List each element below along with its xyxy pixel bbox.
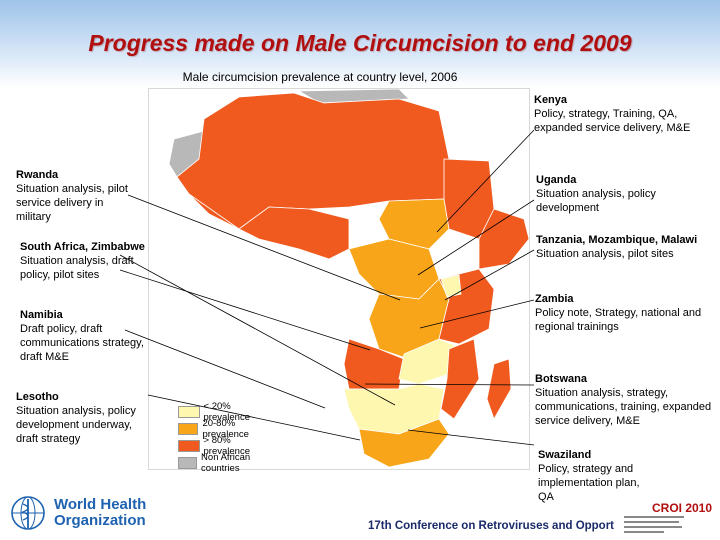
legend-swatch <box>178 422 199 435</box>
leader-line-botswana <box>364 383 535 386</box>
africa-map <box>148 88 530 470</box>
annotation-name: Zambia <box>535 293 574 305</box>
annotation-name: Rwanda <box>16 169 59 181</box>
annotation-description: Draft policy, draft communications strat… <box>20 323 144 363</box>
annotation-uganda: Uganda Situation analysis, policy develo… <box>536 173 686 215</box>
leader-line-rwanda <box>127 194 401 301</box>
north-africa <box>176 92 450 230</box>
leader-line-kenya <box>436 129 535 233</box>
annotation-name: Uganda <box>536 174 577 186</box>
mozambique <box>440 338 480 420</box>
header-band <box>0 0 720 88</box>
annotation-name: Lesotho <box>16 391 59 403</box>
annotation-description: Situation analysis, pilot service delive… <box>16 183 128 223</box>
south-africa <box>358 418 450 468</box>
legend-swatch <box>178 456 198 469</box>
map-legend: < 20% prevalence 20-80% prevalence > 80%… <box>178 400 278 474</box>
uganda <box>440 274 462 298</box>
annotation-name: Tanzania, Mozambique, Malawi <box>536 234 698 246</box>
croi-tag: CROI 2010 <box>652 501 712 515</box>
annotation-name: Kenya <box>534 94 568 106</box>
west-africa <box>188 193 350 260</box>
who-line-1: World Health <box>54 496 147 513</box>
annotation-botswana: Botswana Situation analysis, strategy, c… <box>535 372 715 428</box>
leader-line-swaziland <box>407 429 535 446</box>
annotation-name: Botswana <box>535 373 587 385</box>
annotation-namibia: Namibia Draft policy, draft communicatio… <box>20 308 145 364</box>
leader-line-sa-zim-2 <box>119 269 371 351</box>
legend-item: > 80% prevalence <box>178 434 278 457</box>
legend-label: Non African countries <box>201 451 251 474</box>
annotation-name: South Africa, Zimbabwe <box>20 241 145 253</box>
legend-swatch <box>178 439 200 452</box>
annotation-description: Policy, strategy, Training, QA, expanded… <box>534 108 691 134</box>
annotation-rwanda: Rwanda Situation analysis, pilot service… <box>16 168 141 224</box>
leader-line-sa-zim-1 <box>119 254 396 406</box>
who-line-2: Organization <box>54 512 146 529</box>
who-wordmark: World Health Organization <box>54 497 146 529</box>
map-subtitle: Male circumcision prevalence at country … <box>182 70 458 84</box>
leader-line-uganda <box>417 199 535 276</box>
annotation-description: Situation analysis, policy development <box>536 188 656 214</box>
who-emblem-icon <box>11 496 45 530</box>
leader-line-namibia <box>124 329 326 409</box>
legend-item: Non African countries <box>178 451 278 474</box>
conference-name: 17th Conference on Retroviruses and Oppo… <box>368 520 615 532</box>
annotation-kenya: Kenya Policy, strategy, Training, QA, ex… <box>534 93 714 135</box>
madagascar <box>486 358 512 420</box>
annotation-lesotho: Lesotho Situation analysis, policy devel… <box>16 390 151 446</box>
page-title: Progress made on Male Circumcision to en… <box>88 30 632 56</box>
legend-item: < 20% prevalence <box>178 400 278 423</box>
legend-swatch <box>178 405 200 418</box>
who-logo: World Health Organization <box>8 493 158 533</box>
annotation-description: Situation analysis, strategy, communicat… <box>535 387 712 427</box>
leader-line-tanzania <box>444 249 535 301</box>
annotation-swaziland: Swaziland Policy, strategy and implement… <box>538 448 658 504</box>
annotation-description: Situation analysis, pilot sites <box>536 248 674 260</box>
legend-label: > 80% prevalence <box>203 434 250 457</box>
annotation-name: Swaziland <box>538 449 592 461</box>
annotation-description: Policy, strategy and implementation plan… <box>538 463 640 503</box>
annotation-description: Policy note, Strategy, national and regi… <box>535 307 702 333</box>
legend-label: 20-80% prevalence <box>202 417 249 440</box>
annotation-description: Situation analysis, policy development u… <box>16 405 136 445</box>
annotation-south-africa-zimbabwe: South Africa, Zimbabwe Situation analysi… <box>20 240 150 282</box>
leader-line-lesotho <box>147 394 361 441</box>
annotation-name: Namibia <box>20 309 63 321</box>
annotation-description: Situation analysis, draft policy, pilot … <box>20 255 134 281</box>
legend-item: 20-80% prevalence <box>178 417 278 440</box>
legend-label: < 20% prevalence <box>203 400 250 423</box>
croi-logo: CROI 2010 <box>624 501 712 533</box>
leader-line-zambia <box>419 299 535 329</box>
annotation-tanzania-mozambique-malawi: Tanzania, Mozambique, Malawi Situation a… <box>536 233 716 261</box>
annotation-zambia: Zambia Policy note, Strategy, national a… <box>535 292 705 334</box>
